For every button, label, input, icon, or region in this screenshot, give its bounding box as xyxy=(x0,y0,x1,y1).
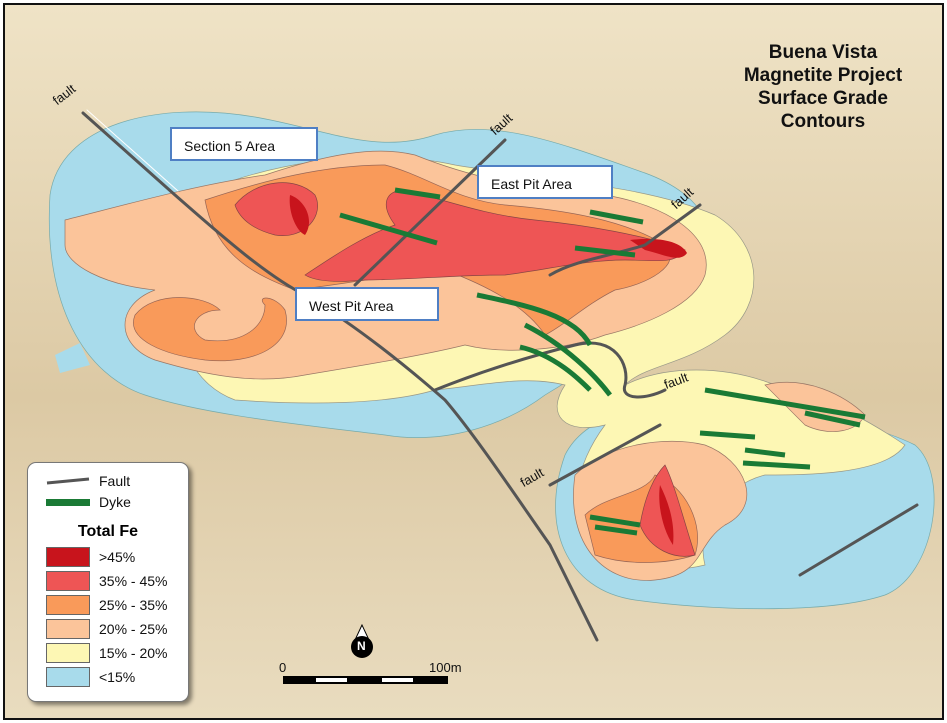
legend-dyke: Dyke xyxy=(46,494,131,510)
north-label: N xyxy=(357,639,366,653)
fault-line xyxy=(433,341,667,399)
fault-line xyxy=(798,503,919,577)
dyke xyxy=(339,212,438,246)
section5-area-label: Section 5 Area xyxy=(170,127,318,161)
dykes xyxy=(339,187,866,536)
map-title: Buena Vista Magnetite Project Surface Gr… xyxy=(723,41,923,133)
dyke xyxy=(589,209,644,225)
legend-grade: 20% - 25% xyxy=(46,619,167,639)
legend-label: Dyke xyxy=(99,494,131,510)
grade-swatch xyxy=(46,571,90,591)
legend-grade: <15% xyxy=(46,667,135,687)
legend-label: Fault xyxy=(99,473,131,489)
legend-grade: >45% xyxy=(46,547,135,567)
faults xyxy=(81,109,919,642)
map-frame: Buena Vista Magnetite Project Surface Gr… xyxy=(3,3,944,720)
legend-label: 15% - 20% xyxy=(99,645,168,661)
legend-label: <15% xyxy=(99,669,136,685)
dyke xyxy=(742,460,811,470)
dyke xyxy=(704,387,866,420)
scale-bar xyxy=(283,676,448,684)
dyke xyxy=(523,322,612,397)
zone-25-35-loop xyxy=(133,297,287,362)
fault-line xyxy=(81,111,599,642)
scale-end: 100m xyxy=(429,660,462,675)
grade-swatch xyxy=(46,643,90,663)
legend-label: 25% - 35% xyxy=(99,597,168,613)
grade-swatch xyxy=(46,547,90,567)
fault-line xyxy=(353,138,507,287)
title-line: Contours xyxy=(780,111,866,132)
legend-label: 20% - 25% xyxy=(99,621,168,637)
north-arrow-icon xyxy=(351,623,373,658)
dyke xyxy=(394,187,441,200)
dyke xyxy=(744,447,786,458)
fault-line xyxy=(548,423,662,487)
grade-swatch xyxy=(46,595,90,615)
east-pit-area-label: East Pit Area xyxy=(477,165,613,199)
legend-grade: 35% - 45% xyxy=(46,571,167,591)
legend-heading: Total Fe xyxy=(77,523,139,540)
title-line: Magnetite Project xyxy=(743,65,903,86)
dyke xyxy=(594,524,638,536)
legend: Fault Dyke Total Fe >45% 35% - 45% 25% - 3… xyxy=(27,462,189,702)
west-pit-area-label: West Pit Area xyxy=(295,287,439,321)
dyke xyxy=(574,245,636,258)
dyke xyxy=(699,430,756,440)
fault-line xyxy=(86,109,179,192)
dyke-line-icon xyxy=(46,498,90,506)
grade-swatch xyxy=(46,667,90,687)
title-line: Surface Grade xyxy=(758,88,888,109)
dyke xyxy=(804,410,861,428)
fault-line-icon xyxy=(46,477,90,485)
legend-grade: 25% - 35% xyxy=(46,595,167,615)
legend-grade: 15% - 20% xyxy=(46,643,167,663)
fault-line xyxy=(548,203,702,277)
scale-start: 0 xyxy=(279,660,287,675)
dyke xyxy=(476,292,593,347)
grade-swatch xyxy=(46,619,90,639)
dyke xyxy=(589,514,641,528)
zone-lt15-west xyxy=(55,343,90,373)
title-line: Buena Vista xyxy=(768,42,878,63)
dyke xyxy=(519,344,592,392)
legend-fault: Fault xyxy=(46,473,130,489)
legend-label: 35% - 45% xyxy=(99,573,168,589)
legend-label: >45% xyxy=(99,549,136,565)
